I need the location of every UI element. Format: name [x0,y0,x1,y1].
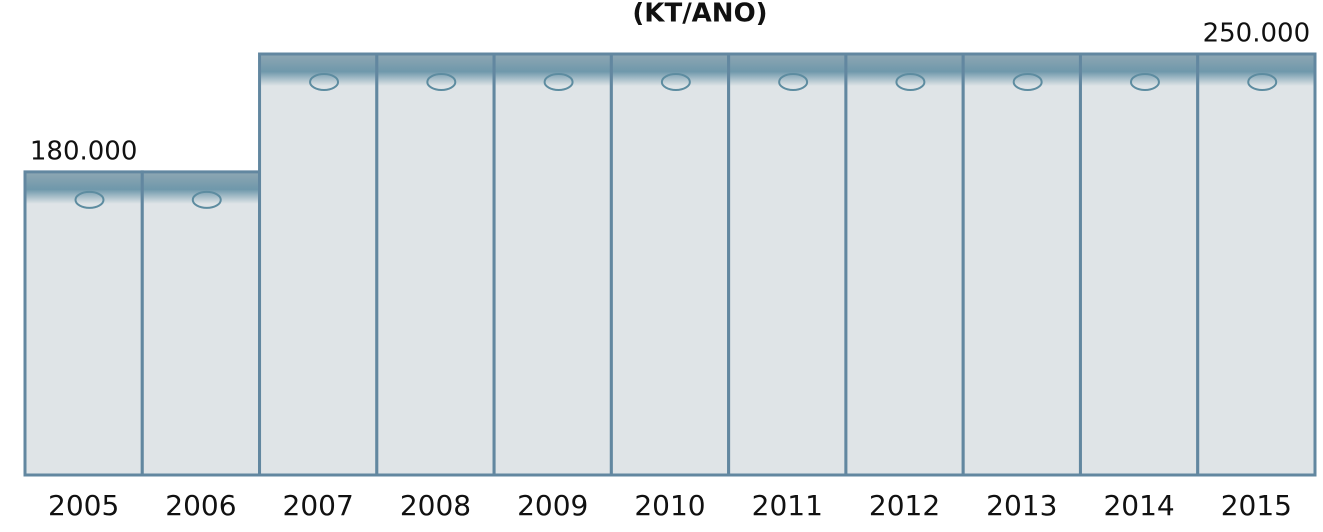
bubble [191,190,222,209]
bar [611,54,729,475]
water-surface [259,54,377,86]
bubble [1012,73,1043,91]
bar-border [1196,52,1317,477]
bubble [309,73,340,91]
x-tick-label: 2015 [1221,489,1292,522]
bubble [426,73,457,91]
chart-title: (KT/ANO) [632,0,767,29]
water-surface [728,54,846,86]
bubble [778,73,809,91]
bar [376,54,495,475]
bubble [895,73,926,91]
x-tick-label: 2010 [634,489,705,522]
bar [142,171,260,475]
bar [963,54,1081,475]
water-surface [494,54,612,86]
water-surface [25,171,143,204]
x-tick-label: 2008 [400,489,471,522]
bar [728,54,846,475]
water-surface [1197,54,1315,86]
value-label: 250.000 [1203,19,1311,49]
x-tick-label: 2014 [1103,489,1174,522]
water-surface [611,54,729,86]
water-surface [376,54,495,86]
water-surface [1080,54,1198,86]
x-tick-label: 2013 [986,489,1057,522]
bar [1197,54,1315,475]
x-tick-label: 2012 [869,489,940,522]
x-tick-label: 2006 [165,489,236,522]
bar [259,54,377,475]
water-surface [845,54,964,86]
water-surface [142,171,260,204]
bar [1080,54,1198,475]
bubble [660,73,691,91]
bar [25,171,143,475]
x-tick-label: 2009 [517,489,588,522]
bar [845,54,964,475]
x-tick-label: 2007 [283,489,354,522]
value-label: 180.000 [30,136,138,166]
water-surface [963,54,1081,86]
bar [494,54,612,475]
bubble [1129,73,1160,91]
x-tick-label: 2005 [48,489,119,522]
x-tick-label: 2011 [752,489,823,522]
bubble [543,73,574,91]
bubble [74,190,105,209]
bubble [1247,73,1278,91]
